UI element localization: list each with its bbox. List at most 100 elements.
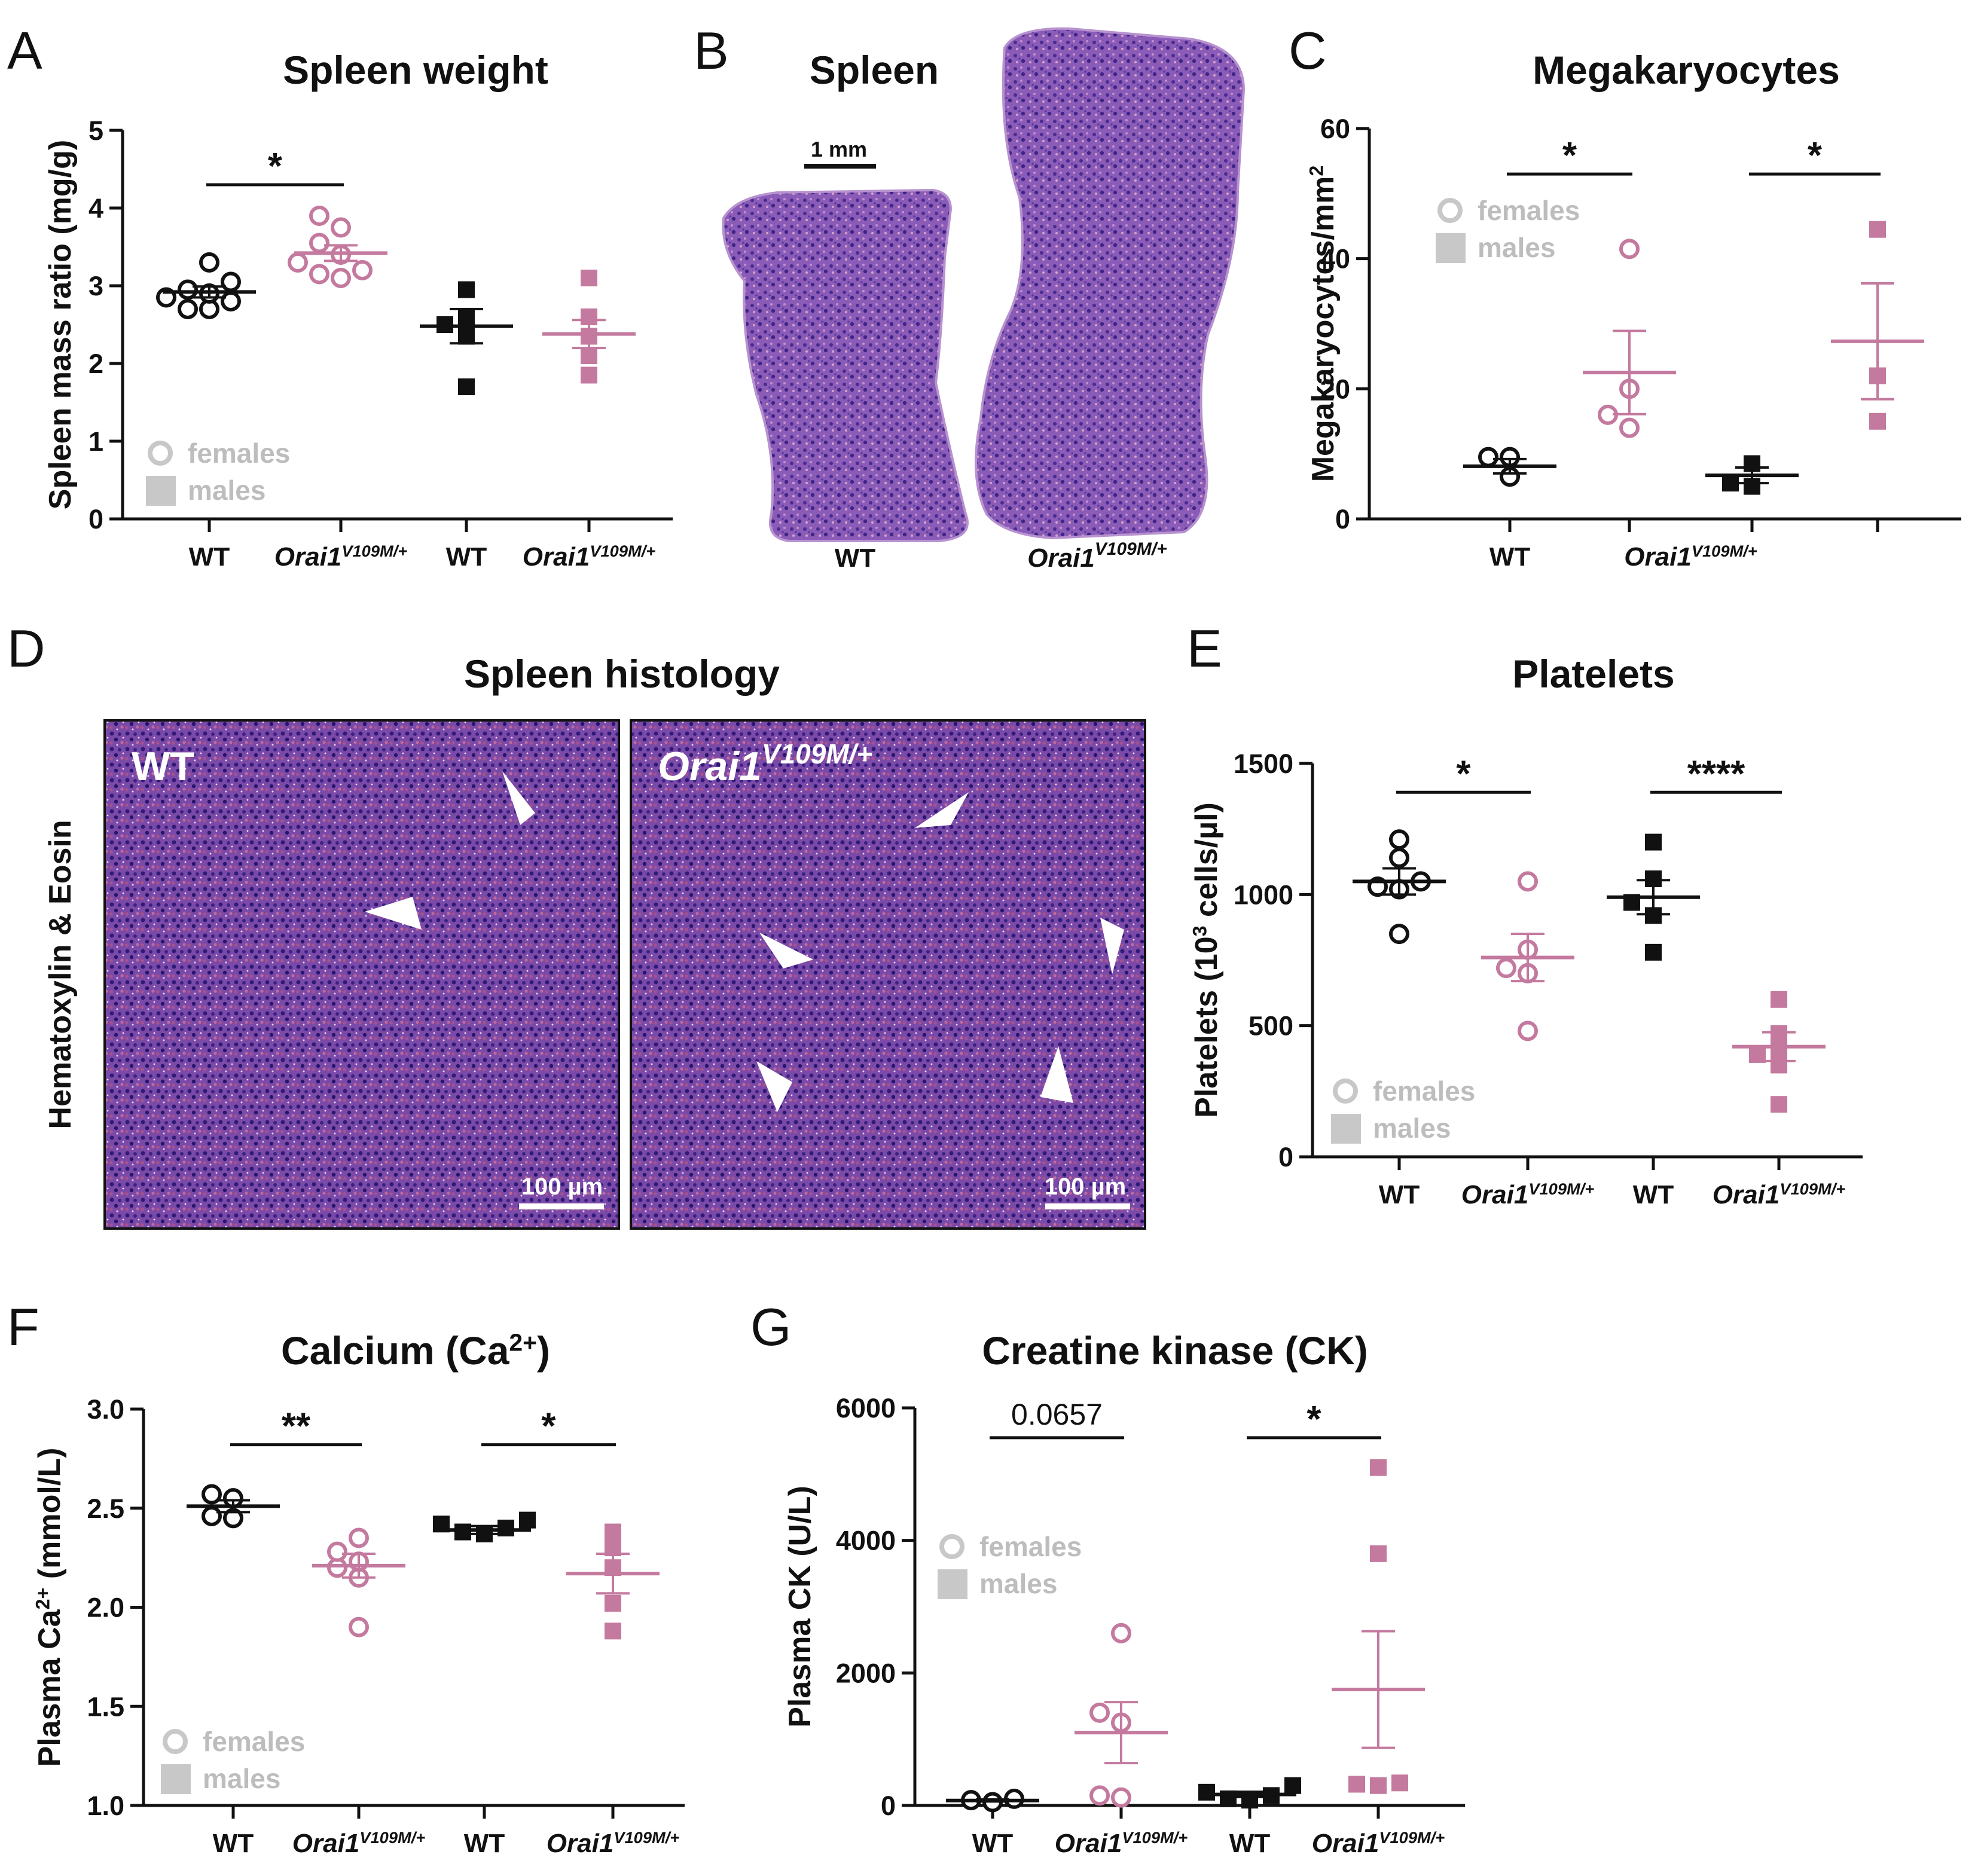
x-tick-label: Orai1V109M/+: [1713, 1180, 1845, 1209]
y-tick-label: 3: [88, 271, 103, 301]
panel-b: Spleen 1 mm WT Orai1V109M/+: [722, 27, 1246, 573]
legend-square-icon: [161, 1764, 191, 1794]
legend-males: males: [188, 475, 265, 506]
data-point-female: [1089, 1702, 1110, 1723]
panel-letter-e: E: [1187, 619, 1222, 678]
legend-square-icon: [1436, 233, 1466, 263]
data-point-male: [1645, 943, 1662, 961]
legend-circle-icon: [163, 1729, 188, 1754]
panel-b-title: Spleen: [810, 48, 939, 92]
data-point-female: [331, 268, 351, 288]
significance-label: *: [541, 1406, 556, 1447]
data-point-male: [1370, 1459, 1387, 1476]
spleen-section-wt: [722, 188, 969, 542]
data-point-female: [309, 264, 329, 285]
arrowhead-icon: [502, 771, 535, 825]
histology-label-wt: WT: [132, 744, 195, 789]
data-point-female: [1389, 829, 1409, 850]
data-point-female: [178, 299, 198, 319]
data-point-female: [331, 217, 351, 238]
x-tick-label: Orai1V109M/+: [274, 542, 407, 572]
x-tick-label: Orai1V109M/+: [523, 542, 655, 572]
legend-circle-icon: [939, 1534, 964, 1559]
y-tick-label: 4000: [836, 1526, 896, 1556]
y-tick-label: 60: [1320, 114, 1350, 144]
scale-label-1mm: 1 mm: [811, 137, 867, 161]
legend-males: males: [979, 1568, 1057, 1599]
x-tick-label: Orai1V109M/+: [1055, 1828, 1188, 1858]
data-point-female: [1496, 958, 1516, 979]
legend: females males: [146, 438, 290, 506]
y-tick-label: 5: [88, 115, 103, 146]
y-tick-label: 3.0: [87, 1394, 124, 1425]
data-point-male: [519, 1511, 536, 1529]
data-point-male: [605, 1594, 621, 1612]
data-point-male: [1645, 833, 1662, 851]
chart-e: Platelets 0 500 1000 1500 Platelets (103 cell…: [1189, 652, 1863, 1209]
y-tick-label: 1500: [1234, 748, 1293, 779]
y-tick-label: 20: [1320, 374, 1350, 404]
panel-d-title: Spleen histology: [464, 652, 780, 696]
panel-d-ylabel: Hematoxylin & Eosin: [43, 820, 78, 1129]
x-tick-label: WT: [213, 1829, 254, 1858]
legend-females: females: [203, 1726, 305, 1757]
legend-square-icon: [146, 476, 176, 506]
chart-a: Spleen weight 0 1 2 3 4 5 Spleen mass ratio (mg…: [43, 48, 673, 572]
y-tick-label: 1: [88, 426, 103, 457]
legend: females males: [1436, 195, 1580, 263]
panel-b-label-orai: Orai1V109M/+: [1027, 539, 1167, 573]
legend-females: females: [188, 438, 290, 469]
y-tick-label: 0: [1278, 1142, 1293, 1172]
data-point-male: [1198, 1783, 1215, 1801]
data-point-male: [458, 281, 475, 298]
y-axis-label: Plasma CK (U/L): [783, 1486, 817, 1728]
data-point-male: [1771, 991, 1787, 1008]
data-point-female: [327, 1541, 347, 1562]
data-point-female: [352, 260, 373, 280]
significance-label: *: [1808, 135, 1823, 176]
y-tick-label: 500: [1249, 1011, 1293, 1041]
data-point-female: [309, 233, 329, 253]
y-axis-label: Megakaryocytes/mm2: [1305, 166, 1341, 482]
data-point-male: [1348, 1776, 1365, 1793]
x-tick-label: WT: [972, 1829, 1014, 1858]
x-tick-label: Orai1V109M/+: [292, 1828, 425, 1858]
data-point-male: [581, 366, 597, 384]
panel-b-label-wt: WT: [835, 543, 876, 573]
data-point-male: [1370, 1545, 1387, 1562]
y-tick-label: 0: [881, 1791, 896, 1821]
y-tick-label: 0: [88, 504, 103, 534]
data-point-male: [458, 378, 475, 395]
data-point-female: [1478, 447, 1498, 468]
scale-label-orai: 100 µm: [1045, 1174, 1126, 1200]
y-tick-label: 1000: [1234, 879, 1293, 910]
data-point-male: [605, 1523, 621, 1541]
data-point-male: [1869, 413, 1886, 430]
data-point-male: [581, 347, 597, 364]
y-axis-label: Platelets (103 cells/µl): [1189, 802, 1224, 1118]
panel-d: Spleen histology Hematoxylin & Eosin WT …: [43, 652, 1146, 1230]
legend-males: males: [1478, 232, 1555, 263]
chart-g: Creatine kinase (CK) 0 2000 4000 6000 Plasma …: [783, 1328, 1465, 1858]
histology-image-wt: [103, 719, 620, 1230]
y-tick-label: 2: [88, 349, 103, 379]
data-point-male: [1284, 1777, 1301, 1794]
chart-title: Spleen weight: [283, 48, 548, 92]
data-point-male: [1391, 1774, 1408, 1792]
legend-females: females: [1373, 1076, 1475, 1107]
significance-label: *: [1307, 1399, 1321, 1440]
data-point-female: [1389, 924, 1409, 945]
significance-label: ****: [1687, 753, 1745, 795]
scale-label-wt: 100 µm: [521, 1174, 603, 1200]
x-tick-label: WT: [1633, 1180, 1674, 1209]
data-point-female: [288, 252, 308, 273]
data-point-female: [349, 1527, 369, 1548]
significance-label: *: [1562, 135, 1577, 176]
data-point-male: [581, 270, 597, 286]
y-tick-label: 6000: [836, 1393, 896, 1423]
histology-label-orai: Orai1V109M/+: [658, 738, 872, 789]
panel-letter-a: A: [7, 21, 42, 80]
data-point-female: [309, 206, 329, 226]
significance-label: 0.0657: [1011, 1398, 1103, 1431]
x-tick-label: Orai1V109M/+: [547, 1828, 679, 1858]
